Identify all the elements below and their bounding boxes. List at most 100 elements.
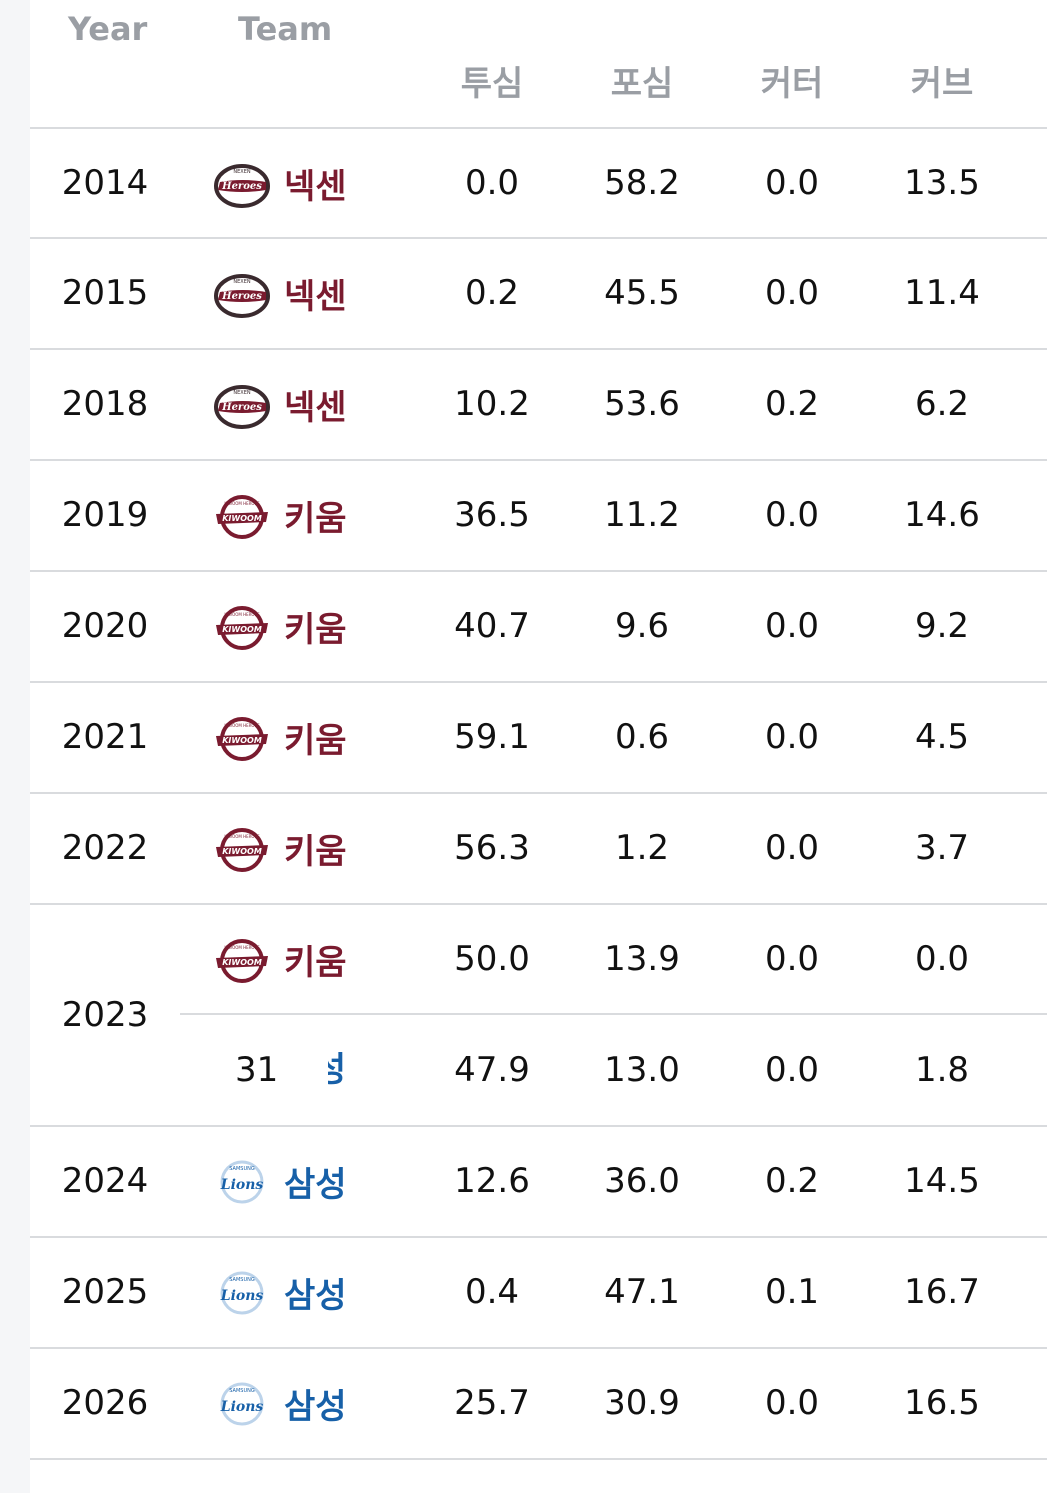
team-name: 키움 <box>284 721 347 761</box>
table-row: 2022 KIWOOM KIWOOM HEROES 키움 56.3 1.2 0.… <box>30 794 1047 903</box>
svg-text:SAMSUNG: SAMSUNG <box>229 1277 255 1283</box>
table-row: 2019 KIWOOM KIWOOM HEROES 키움 36.5 11.2 0… <box>30 461 1047 570</box>
two-seam-value: 36.5 <box>454 495 530 535</box>
cutter-value: 0.0 <box>764 606 820 646</box>
four-seam-value: 45.5 <box>604 273 680 313</box>
cutter-value: 0.2 <box>764 384 820 424</box>
year-cell: 2015 <box>61 273 149 313</box>
svg-text:KIWOOM HEROES: KIWOOM HEROES <box>224 945 260 950</box>
cutter-value: 0.0 <box>764 163 820 203</box>
row-divider <box>30 681 1047 683</box>
two-seam-value: 59.1 <box>454 717 530 757</box>
four-seam-value: 11.2 <box>604 495 680 535</box>
curve-value: 6.2 <box>914 384 970 424</box>
table-row: 2021 KIWOOM KIWOOM HEROES 키움 59.1 0.6 0.… <box>30 683 1047 792</box>
team-cell: Lions SAMSUNG 삼성 <box>210 1349 347 1458</box>
table-row: 2020 KIWOOM KIWOOM HEROES 키움 40.7 9.6 0.… <box>30 572 1047 681</box>
kiwoom-logo-icon: KIWOOM KIWOOM HEROES <box>216 716 268 761</box>
svg-text:Lions: Lions <box>220 1177 264 1193</box>
cutter-value: 0.0 <box>764 495 820 535</box>
table-row: 2025 Lions SAMSUNG 삼성 0.4 47.1 0.1 16.7 <box>30 1238 1047 1347</box>
table-row: KIWOOM KIWOOM HEROES 키움 50.0 13.9 0.0 0.… <box>30 905 1047 1014</box>
cutter-value: 0.2 <box>764 1161 820 1201</box>
team-name: 키움 <box>284 832 347 872</box>
four-seam-value: 47.1 <box>604 1272 680 1312</box>
lions-logo-icon: Lions SAMSUNG <box>220 1382 264 1425</box>
header-curve: 커브 <box>910 64 974 104</box>
team-name: 삼성 <box>284 1387 347 1427</box>
curve-value: 3.7 <box>914 828 970 868</box>
two-seam-value: 25.7 <box>454 1383 530 1423</box>
svg-text:KIWOOM: KIWOOM <box>222 625 262 634</box>
year-cell: 2021 <box>61 717 149 757</box>
header-divider <box>30 127 1047 129</box>
two-seam-value: 10.2 <box>454 384 530 424</box>
svg-text:NEXEN: NEXEN <box>233 279 250 285</box>
row-divider <box>30 1347 1047 1349</box>
four-seam-value: 36.0 <box>604 1161 680 1201</box>
svg-text:KIWOOM HEROES: KIWOOM HEROES <box>224 612 260 617</box>
team-cell: Heroes NEXEN 넥센 <box>210 239 347 348</box>
team-name: 삼성 <box>284 1276 347 1316</box>
row-divider <box>30 1125 1047 1127</box>
year-cell: 2022 <box>61 828 149 868</box>
table-row: 2014 Heroes NEXEN 넥센 0.0 58.2 0.0 13.5 <box>30 129 1047 238</box>
kiwoom-logo-icon: KIWOOM KIWOOM HEROES <box>216 605 268 650</box>
curve-value: 0.0 <box>914 939 970 979</box>
team-name: 키움 <box>284 610 347 650</box>
team-cell: Heroes NEXEN 넥센 <box>210 129 347 238</box>
svg-text:KIWOOM: KIWOOM <box>222 958 262 967</box>
year-cell: 2026 <box>61 1383 149 1423</box>
two-seam-value: 47.9 <box>454 1050 530 1090</box>
curve-value: 14.5 <box>904 1161 980 1201</box>
cutter-value: 0.0 <box>764 828 820 868</box>
table-row: 2024 Lions SAMSUNG 삼성 12.6 36.0 0.2 14.5 <box>30 1127 1047 1236</box>
two-seam-value: 12.6 <box>454 1161 530 1201</box>
row-divider <box>30 792 1047 794</box>
lions-logo-icon: Lions SAMSUNG <box>220 1160 264 1203</box>
two-seam-value: 0.4 <box>464 1272 520 1312</box>
svg-text:Heroes: Heroes <box>221 402 262 413</box>
team-cell: KIWOOM KIWOOM HEROES 키움 <box>210 905 347 1014</box>
svg-text:KIWOOM HEROES: KIWOOM HEROES <box>224 723 260 728</box>
two-seam-value: 0.0 <box>464 163 520 203</box>
table-row: 2026 Lions SAMSUNG 삼성 25.7 30.9 0.0 16.5 <box>30 1349 1047 1458</box>
curve-value: 14.6 <box>904 495 980 535</box>
svg-text:NEXEN: NEXEN <box>233 390 250 396</box>
svg-text:Heroes: Heroes <box>221 181 262 192</box>
curve-value: 11.4 <box>904 273 980 313</box>
pitch-mix-table: Year Team 투심 포심 커터 커브 2014 Heroes NEXEN … <box>30 0 1047 1493</box>
row-divider <box>30 903 1047 905</box>
svg-text:KIWOOM HEROES: KIWOOM HEROES <box>224 834 260 839</box>
team-name: 키움 <box>284 499 347 539</box>
curve-value: 16.5 <box>904 1383 980 1423</box>
year-cell: 2019 <box>61 495 149 535</box>
four-seam-value: 1.2 <box>614 828 670 868</box>
year-cell: 2020 <box>61 606 149 646</box>
two-seam-value: 56.3 <box>454 828 530 868</box>
partial-label: 31 <box>235 1050 279 1090</box>
header-team: Team <box>238 10 333 48</box>
team-name: 넥센 <box>284 277 347 317</box>
svg-text:Heroes: Heroes <box>221 291 262 302</box>
four-seam-value: 0.6 <box>614 717 670 757</box>
year-cell: 2025 <box>61 1272 149 1312</box>
team-cell: Lions SAMSUNG 삼성 <box>210 1127 347 1236</box>
curve-value: 13.5 <box>904 163 980 203</box>
table-row: 2018 Heroes NEXEN 넥센 10.2 53.6 0.2 6.2 <box>30 350 1047 459</box>
team-name: 넥센 <box>284 388 347 428</box>
four-seam-value: 58.2 <box>604 163 680 203</box>
two-seam-value: 40.7 <box>454 606 530 646</box>
svg-text:KIWOOM: KIWOOM <box>222 736 262 745</box>
svg-text:SAMSUNG: SAMSUNG <box>229 1388 255 1394</box>
two-seam-value: 0.2 <box>464 273 520 313</box>
row-divider <box>30 459 1047 461</box>
svg-text:KIWOOM: KIWOOM <box>222 514 262 523</box>
team-cell: Heroes NEXEN 넥센 <box>210 350 347 459</box>
table-row: 2015 Heroes NEXEN 넥센 0.2 45.5 0.0 11.4 <box>30 239 1047 348</box>
team-name: 키움 <box>284 943 347 983</box>
curve-value: 9.2 <box>914 606 970 646</box>
curve-value: 4.5 <box>914 717 970 757</box>
year-cell: 2014 <box>61 163 149 203</box>
svg-text:Lions: Lions <box>220 1288 264 1304</box>
